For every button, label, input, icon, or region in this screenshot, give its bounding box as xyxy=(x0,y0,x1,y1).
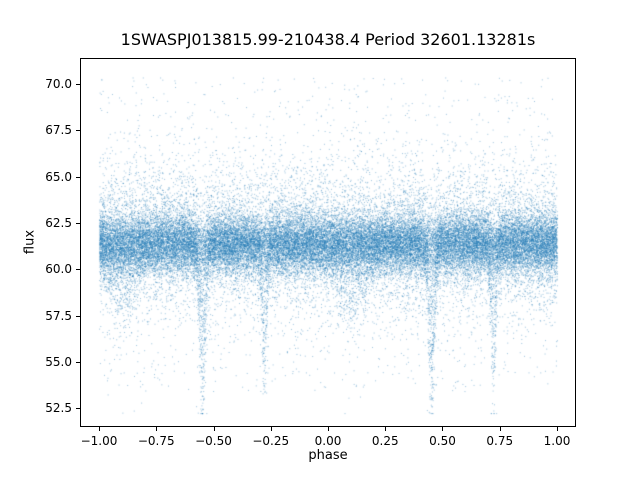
y-tick-label: 57.5 xyxy=(45,308,72,323)
x-tick-label: 0.50 xyxy=(429,434,456,448)
x-tick-label: −0.75 xyxy=(137,434,175,448)
y-tick-mark xyxy=(76,83,80,85)
x-tick-mark xyxy=(499,427,501,431)
x-tick-mark xyxy=(99,427,100,431)
y-tick-label: 67.5 xyxy=(45,123,72,138)
y-axis-label: flux xyxy=(22,229,38,255)
y-tick-mark xyxy=(76,223,80,225)
y-tick-mark xyxy=(76,269,80,271)
x-tick-mark xyxy=(328,427,329,431)
y-tick-mark xyxy=(76,408,80,410)
x-tick-label: −1.00 xyxy=(80,434,118,448)
y-tick-mark xyxy=(76,362,80,364)
x-tick-mark xyxy=(385,427,387,431)
y-tick-label: 62.5 xyxy=(45,216,72,231)
x-tick-label: 1.00 xyxy=(543,434,571,448)
x-tick-label: 0.75 xyxy=(486,434,514,448)
chart-title: 1SWASPJ013815.99-210438.4 Period 32601.1… xyxy=(120,30,536,49)
x-tick-label: −0.50 xyxy=(195,434,232,448)
y-tick-mark xyxy=(76,315,80,317)
y-tick-label: 70.0 xyxy=(45,76,72,91)
x-tick-mark xyxy=(213,427,215,431)
x-tick-mark xyxy=(442,427,444,431)
y-tick-label: 52.5 xyxy=(45,401,72,416)
y-tick-label: 60.0 xyxy=(45,262,72,277)
y-tick-label: 55.0 xyxy=(45,355,72,370)
x-tick-mark xyxy=(270,427,272,431)
x-tick-label: −0.25 xyxy=(252,434,290,448)
x-tick-label: 0.25 xyxy=(371,434,399,448)
y-tick-mark xyxy=(76,176,80,178)
y-tick-mark xyxy=(76,130,80,132)
x-tick-mark xyxy=(156,427,158,431)
y-tick-label: 65.0 xyxy=(45,169,72,184)
x-tick-mark xyxy=(556,427,558,431)
x-tick-label: 0.00 xyxy=(314,434,342,448)
x-axis-label: phase xyxy=(308,448,348,463)
